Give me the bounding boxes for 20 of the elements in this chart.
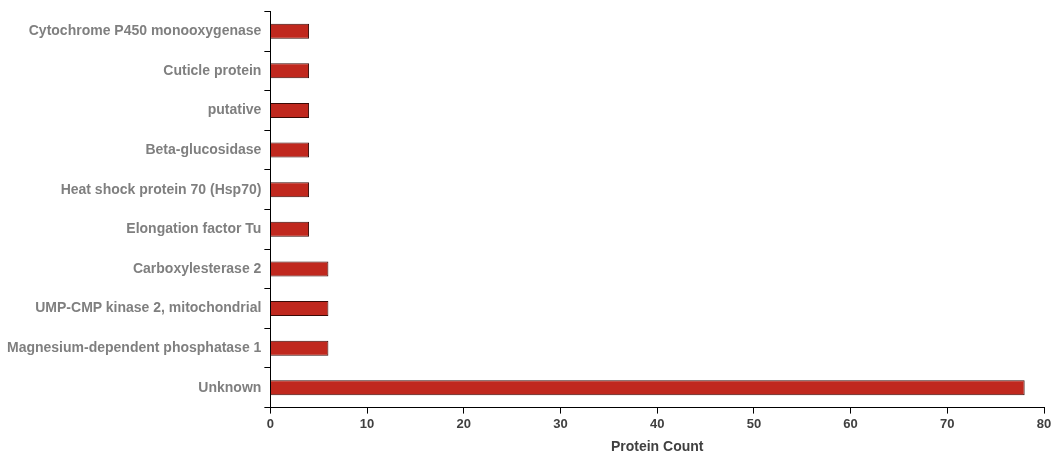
x-tick-label: 50 bbox=[746, 415, 762, 431]
y-tick-label: Magnesium-dependent phosphatase 1 bbox=[7, 339, 262, 356]
y-tick-label: Cuticle protein bbox=[163, 61, 262, 78]
y-tick-label: UMP-CMP kinase 2, mitochondrial bbox=[35, 299, 262, 316]
x-tick-label: 80 bbox=[1036, 415, 1052, 431]
x-tick-label: 10 bbox=[359, 415, 375, 431]
y-tick-label: Unknown bbox=[198, 378, 262, 395]
y-tick-label: putative bbox=[207, 101, 262, 118]
x-axis-title: Protein Count bbox=[610, 438, 704, 455]
x-tick-label: 60 bbox=[843, 415, 858, 431]
x-tick-label: 70 bbox=[940, 415, 955, 431]
x-tick-label: 0 bbox=[266, 415, 274, 431]
y-tick-label: Beta-glucosidase bbox=[145, 140, 262, 157]
y-tick-label: Heat shock protein 70 (Hsp70) bbox=[60, 180, 262, 197]
y-tick-label: Cytochrome P450 monooxygenase bbox=[28, 22, 262, 39]
y-tick-label: Carboxylesterase 2 bbox=[132, 259, 262, 276]
y-tick-label: Elongation factor Tu bbox=[126, 220, 262, 237]
x-tick-label: 30 bbox=[553, 415, 568, 431]
x-tick-label: 20 bbox=[456, 415, 472, 431]
x-tick-label: 40 bbox=[649, 415, 665, 431]
